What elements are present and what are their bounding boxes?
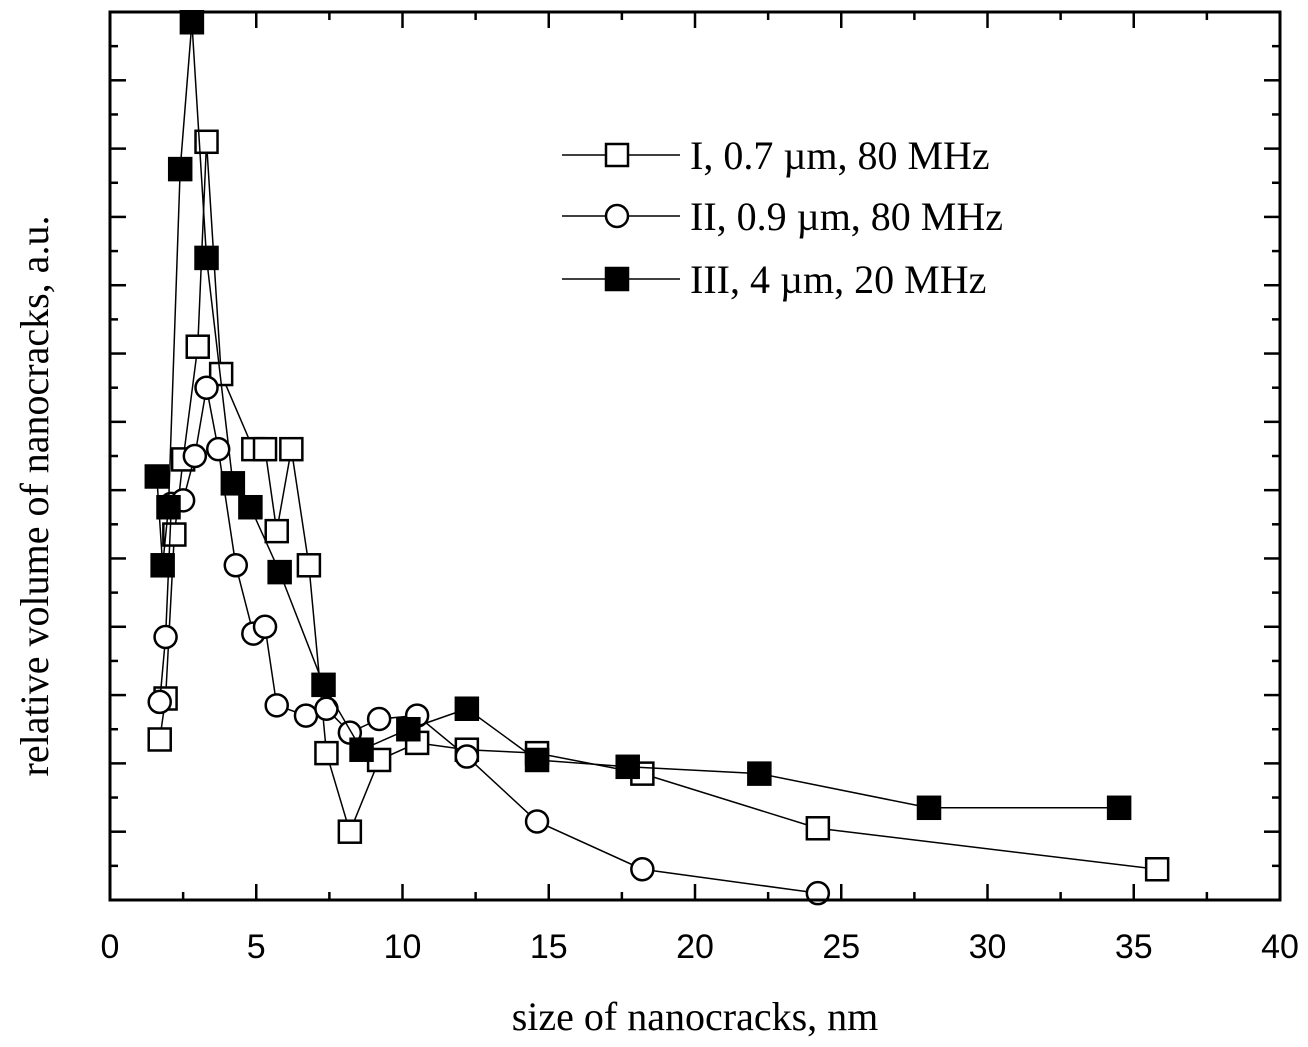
x-tick-label: 40 [1261, 928, 1299, 966]
legend-entry-2: II, 0.9 µm, 80 MHz [562, 194, 1003, 239]
data-point-series-3 [617, 756, 639, 778]
data-point-series-1 [187, 336, 209, 358]
x-tick-label: 15 [530, 928, 568, 966]
data-point-series-3 [269, 561, 291, 583]
data-point-series-1 [1146, 858, 1168, 880]
data-point-series-3 [169, 158, 191, 180]
plot-marks [146, 11, 1168, 904]
data-point-series-2 [196, 377, 218, 399]
legend-marker-open-square [606, 144, 628, 166]
legend-label-series-3: III, 4 µm, 20 MHz [690, 257, 986, 302]
data-point-series-3 [526, 749, 548, 771]
data-point-series-3 [313, 674, 335, 696]
data-point-series-2 [225, 554, 247, 576]
data-point-series-2 [149, 691, 171, 713]
data-point-series-2 [315, 698, 337, 720]
data-point-series-1 [339, 821, 361, 843]
data-point-series-3 [152, 554, 174, 576]
x-tick-label: 0 [101, 928, 120, 966]
data-point-series-3 [456, 698, 478, 720]
data-point-series-3 [196, 247, 218, 269]
x-tick-labels: 0 5 10 15 20 25 30 35 40 [101, 928, 1299, 966]
legend: I, 0.7 µm, 80 MHz II, 0.9 µm, 80 MHz III… [562, 133, 1003, 302]
data-point-series-2 [266, 694, 288, 716]
data-point-series-3 [222, 472, 244, 494]
data-point-series-1 [807, 817, 829, 839]
x-tick-label: 25 [822, 928, 860, 966]
data-point-series-3 [918, 797, 940, 819]
x-tick-label: 20 [676, 928, 714, 966]
data-point-series-1 [298, 554, 320, 576]
data-point-series-2 [207, 438, 229, 460]
x-axis-label: size of nanocracks, nm [512, 994, 879, 1039]
data-point-series-3 [239, 496, 261, 518]
data-point-series-1 [149, 728, 171, 750]
x-tick-label: 10 [384, 928, 422, 966]
data-point-series-1 [280, 438, 302, 460]
data-point-series-2 [456, 746, 478, 768]
data-point-series-2 [295, 705, 317, 727]
data-point-series-3 [1108, 797, 1130, 819]
series-1-line [160, 142, 1157, 869]
data-point-series-2 [368, 708, 390, 730]
legend-entry-3: III, 4 µm, 20 MHz [562, 257, 986, 302]
x-tick-label: 30 [969, 928, 1007, 966]
data-point-series-2 [155, 626, 177, 648]
legend-entry-1: I, 0.7 µm, 80 MHz [562, 133, 990, 178]
data-point-series-3 [351, 739, 373, 761]
data-point-series-2 [526, 810, 548, 832]
legend-label-series-1: I, 0.7 µm, 80 MHz [690, 133, 990, 178]
data-point-series-3 [397, 718, 419, 740]
data-point-series-2 [631, 858, 653, 880]
legend-marker-filled-square [606, 268, 628, 290]
x-tick-label: 35 [1115, 928, 1153, 966]
data-point-series-1 [254, 438, 276, 460]
legend-label-series-2: II, 0.9 µm, 80 MHz [690, 194, 1003, 239]
data-point-series-3 [146, 465, 168, 487]
data-point-series-2 [184, 445, 206, 467]
data-point-series-1 [315, 742, 337, 764]
y-axis-label: relative volume of nanocracks, a.u. [12, 216, 57, 777]
data-point-series-1 [266, 520, 288, 542]
data-point-series-2 [254, 616, 276, 638]
data-point-series-3 [158, 496, 180, 518]
legend-marker-open-circle [606, 205, 628, 227]
data-point-series-3 [748, 763, 770, 785]
x-tick-label: 5 [247, 928, 266, 966]
